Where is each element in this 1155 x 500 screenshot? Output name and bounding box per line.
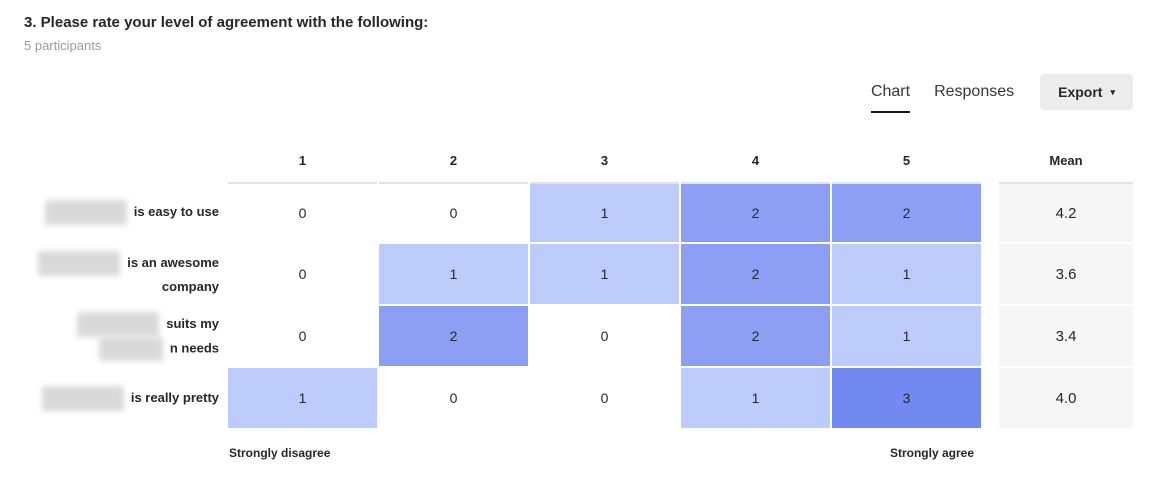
matrix-cell: 2 xyxy=(379,306,528,366)
spacer xyxy=(0,140,226,180)
matrix-cell: 0 xyxy=(228,182,377,242)
column-header-4: 4 xyxy=(751,152,760,168)
matrix-cell: 1 xyxy=(832,244,981,304)
column-header-5: 5 xyxy=(902,152,911,168)
redacted-text xyxy=(98,336,163,361)
matrix-cell: 0 xyxy=(379,368,528,428)
matrix-cell: 0 xyxy=(530,306,679,366)
row-label: is easy to use xyxy=(0,182,226,242)
spacer xyxy=(983,140,997,180)
matrix-cell: 0 xyxy=(379,182,528,242)
matrix-cell: 2 xyxy=(681,306,830,366)
participants-count: 5 participants xyxy=(24,38,102,53)
mean-cell: 4.2 xyxy=(999,182,1133,242)
spacer xyxy=(983,306,997,366)
redacted-text xyxy=(77,311,160,337)
matrix-cell: 1 xyxy=(681,368,830,428)
column-header-1: 1 xyxy=(298,152,307,168)
matrix-cell: 0 xyxy=(228,306,377,366)
matrix-cell: 2 xyxy=(832,182,981,242)
mean-cell: 4.0 xyxy=(999,368,1133,428)
matrix-cell: 2 xyxy=(681,244,830,304)
matrix-cell: 1 xyxy=(228,368,377,428)
mean-cell: 3.4 xyxy=(999,306,1133,366)
view-controls: Chart Responses Export ▾ xyxy=(870,74,1133,113)
matrix-cell: 1 xyxy=(530,244,679,304)
row-label: is really pretty xyxy=(0,368,226,428)
row-label: suits my n needs xyxy=(0,306,226,366)
matrix-cell: 1 xyxy=(832,306,981,366)
column-header-mean: Mean xyxy=(1049,152,1083,168)
row-label: is an awesome company xyxy=(0,244,226,304)
chevron-down-icon: ▾ xyxy=(1110,86,1115,97)
tab-chart[interactable]: Chart xyxy=(870,83,911,113)
mean-cell: 3.6 xyxy=(999,244,1133,304)
scale-max-label: Strongly agree xyxy=(889,446,974,460)
column-header-2: 2 xyxy=(449,152,458,168)
redacted-text xyxy=(44,199,127,225)
matrix-cell: 0 xyxy=(228,244,377,304)
export-button-label: Export xyxy=(1058,84,1103,100)
matrix-cell: 1 xyxy=(530,182,679,242)
redacted-text xyxy=(38,251,121,276)
question-title: 3. Please rate your level of agreement w… xyxy=(24,14,429,31)
export-button[interactable]: Export ▾ xyxy=(1040,74,1133,110)
view-tabs: Chart Responses xyxy=(870,83,1015,113)
matrix-cell: 3 xyxy=(832,368,981,428)
spacer xyxy=(983,244,997,304)
tab-responses[interactable]: Responses xyxy=(934,83,1015,100)
spacer xyxy=(983,368,997,428)
matrix-cell: 2 xyxy=(681,182,830,242)
scale-min-label: Strongly disagree xyxy=(229,446,331,460)
spacer xyxy=(983,182,997,242)
column-header-3: 3 xyxy=(600,152,609,168)
redacted-text xyxy=(41,385,124,411)
agreement-matrix: 1 2 3 4 5 Mean is easy to use 0 0 1 2 2 … xyxy=(0,140,1133,476)
matrix-cell: 0 xyxy=(530,368,679,428)
matrix-cell: 1 xyxy=(379,244,528,304)
